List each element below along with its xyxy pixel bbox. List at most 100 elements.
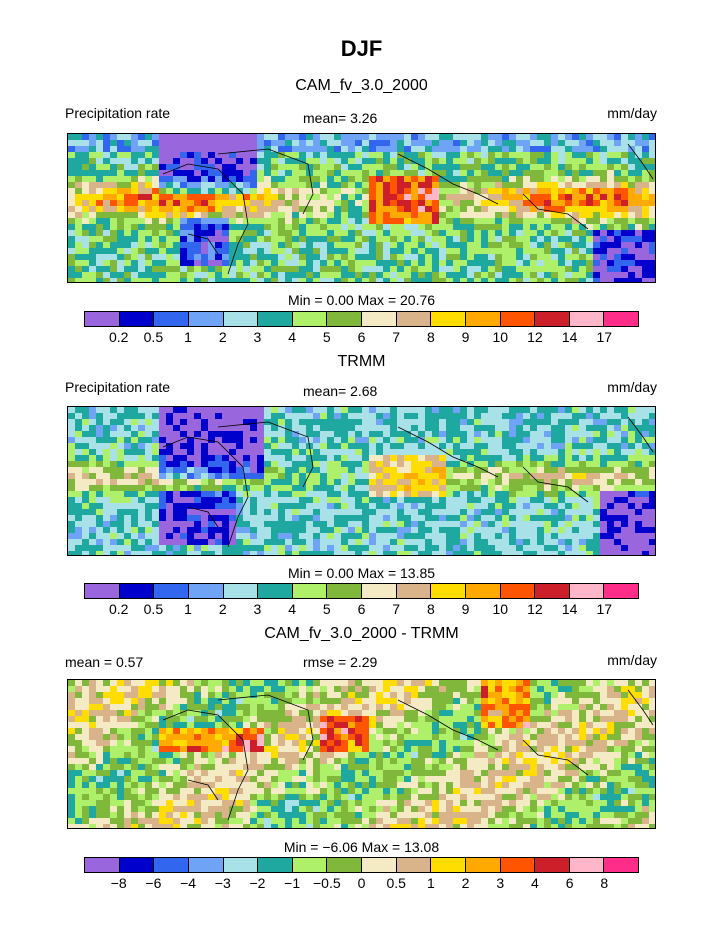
field-cell <box>285 140 293 147</box>
coastline <box>397 426 499 478</box>
field-cell <box>607 134 615 141</box>
field-cell <box>383 503 391 510</box>
field-cell <box>642 212 650 219</box>
field-cell <box>103 461 111 468</box>
field-cell <box>383 413 391 420</box>
field-cell <box>607 515 615 522</box>
field-cell <box>418 479 426 486</box>
field-cell <box>369 479 377 486</box>
field-cell <box>439 437 447 444</box>
field-cell <box>201 509 209 516</box>
field-cell <box>166 539 174 546</box>
field-cell <box>271 413 279 420</box>
field-cell <box>404 242 412 249</box>
field-cell <box>96 242 104 249</box>
field-cell <box>68 134 76 141</box>
field-cell <box>145 551 153 555</box>
field-cell <box>271 407 279 414</box>
field-cell <box>173 224 181 231</box>
field-cell <box>523 206 531 213</box>
field-cell <box>271 533 279 540</box>
field-cell <box>411 206 419 213</box>
field-cell <box>537 491 545 498</box>
field-cell <box>166 467 174 474</box>
field-cell <box>320 527 328 534</box>
field-cell <box>411 242 419 249</box>
field-cell <box>411 533 419 540</box>
field-cell <box>376 242 384 249</box>
field-cell <box>208 413 216 420</box>
field-cell <box>306 200 314 207</box>
field-cell <box>131 521 139 528</box>
field-cell <box>187 722 195 729</box>
field-cell <box>467 443 475 450</box>
field-cell <box>523 419 531 426</box>
field-cell <box>516 260 524 267</box>
field-cell <box>166 248 174 255</box>
field-cell <box>145 248 153 255</box>
field-cell <box>166 527 174 534</box>
field-cell <box>369 176 377 183</box>
field-cell <box>194 455 202 462</box>
field-cell <box>530 692 538 699</box>
field-cell <box>236 686 244 693</box>
field-cell <box>432 509 440 516</box>
field-cell <box>523 176 531 183</box>
field-cell <box>117 479 125 486</box>
field-cell <box>138 266 146 273</box>
field-cell <box>152 194 160 201</box>
field-cell <box>453 158 461 165</box>
field-cell <box>390 479 398 486</box>
field-cell <box>222 491 230 498</box>
field-cell <box>565 218 573 225</box>
field-cell <box>390 716 398 723</box>
field-cell <box>299 449 307 456</box>
field-cell <box>124 248 132 255</box>
field-cell <box>481 425 489 432</box>
field-cell <box>145 212 153 219</box>
field-cell <box>495 539 503 546</box>
field-cell <box>502 152 510 159</box>
field-cell <box>649 698 655 705</box>
field-cell <box>418 194 426 201</box>
field-cell <box>89 698 97 705</box>
field-cell <box>544 260 552 267</box>
field-cell <box>523 158 531 165</box>
field-cell <box>551 692 559 699</box>
field-cell <box>271 200 279 207</box>
field-cell <box>579 509 587 516</box>
field-cell <box>278 716 286 723</box>
field-cell <box>278 182 286 189</box>
field-cell <box>313 248 321 255</box>
field-cell <box>348 152 356 159</box>
field-cell <box>572 278 580 282</box>
field-cell <box>418 509 426 516</box>
field-cell <box>418 533 426 540</box>
field-cell <box>467 170 475 177</box>
field-cell <box>607 680 615 687</box>
field-cell <box>551 419 559 426</box>
field-cell <box>89 467 97 474</box>
field-cell <box>558 503 566 510</box>
field-cell <box>565 236 573 243</box>
field-cell <box>537 551 545 555</box>
field-cell <box>355 467 363 474</box>
field-cell <box>467 419 475 426</box>
field-cell <box>600 254 608 261</box>
field-cell <box>362 146 370 153</box>
field-cell <box>229 419 237 426</box>
field-cell <box>488 497 496 504</box>
field-cell <box>362 206 370 213</box>
field-cell <box>152 158 160 165</box>
field-cell <box>124 680 132 687</box>
field-cell <box>208 704 216 711</box>
field-cell <box>565 164 573 171</box>
field-cell <box>110 176 118 183</box>
field-cell <box>593 212 601 219</box>
field-cell <box>152 479 160 486</box>
field-cell <box>138 491 146 498</box>
field-cell <box>614 230 622 237</box>
field-cell <box>607 248 615 255</box>
field-cell <box>390 551 398 555</box>
field-cell <box>432 224 440 231</box>
